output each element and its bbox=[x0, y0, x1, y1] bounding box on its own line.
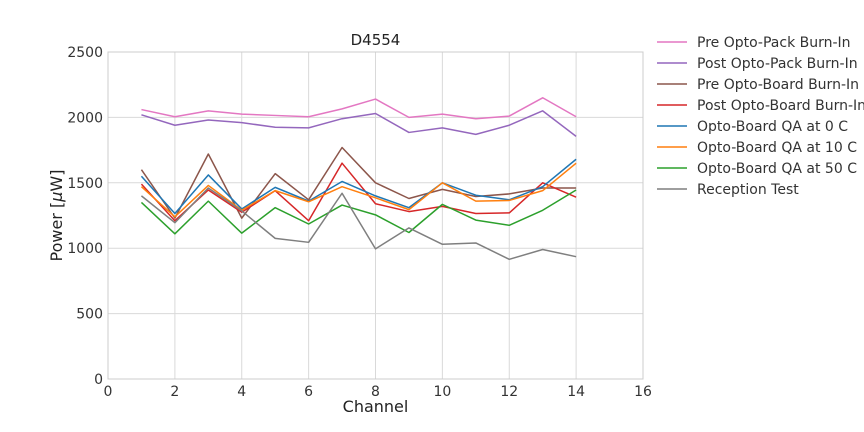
y-axis-title: Power [μW] bbox=[47, 170, 66, 262]
legend-label: Pre Opto-Board Burn-In bbox=[697, 77, 859, 93]
legend-label: Post Opto-Pack Burn-In bbox=[697, 56, 858, 72]
x-tick-label: 4 bbox=[237, 384, 246, 400]
x-tick-label: 16 bbox=[634, 384, 652, 400]
series-line bbox=[141, 97, 577, 120]
series-line bbox=[140, 162, 577, 218]
legend-label: Opto-Board QA at 10 C bbox=[697, 140, 857, 156]
y-tick-label: 0 bbox=[94, 372, 103, 388]
x-tick-label: 2 bbox=[170, 384, 179, 400]
y-tick-label: 2500 bbox=[67, 45, 103, 61]
series-line bbox=[140, 189, 577, 235]
x-tick-label: 0 bbox=[104, 384, 113, 400]
plot-frame bbox=[107, 51, 644, 380]
y-axis-title-unit: W] bbox=[47, 170, 66, 192]
legend-label: Opto-Board QA at 50 C bbox=[697, 161, 857, 177]
chart-title: D4554 bbox=[351, 31, 401, 49]
x-tick-label: 12 bbox=[500, 384, 518, 400]
legend: Pre Opto-Pack Burn-In Post Opto-Pack Burn… bbox=[657, 35, 864, 198]
x-axis-title: Channel bbox=[343, 397, 409, 416]
x-tick-label: 8 bbox=[371, 384, 380, 400]
x-tick-label: 14 bbox=[567, 384, 585, 400]
y-axis-title-mu: μ bbox=[47, 192, 66, 203]
series-lines bbox=[140, 97, 577, 261]
series-line bbox=[141, 110, 577, 137]
series-line bbox=[140, 187, 577, 261]
x-tick-labels: 0 2 4 6 8 10 12 14 16 bbox=[104, 384, 652, 400]
x-tick-label: 6 bbox=[304, 384, 313, 400]
legend-label: Reception Test bbox=[697, 182, 799, 198]
y-tick-labels: 0 500 1000 1500 2000 2500 bbox=[67, 45, 103, 388]
y-axis-title-text: Power [ bbox=[47, 202, 66, 262]
y-tick-label: 1000 bbox=[67, 241, 103, 257]
y-tick-label: 1500 bbox=[67, 176, 103, 192]
legend-label: Opto-Board QA at 0 C bbox=[697, 119, 848, 135]
series-line bbox=[140, 158, 577, 215]
x-tick-label: 10 bbox=[433, 384, 451, 400]
series-line bbox=[140, 146, 577, 219]
legend-label: Post Opto-Board Burn-In bbox=[697, 98, 864, 114]
y-tick-label: 500 bbox=[76, 307, 103, 323]
y-tick-label: 2000 bbox=[67, 110, 103, 126]
legend-label: Pre Opto-Pack Burn-In bbox=[697, 35, 851, 51]
series-line bbox=[140, 162, 577, 222]
